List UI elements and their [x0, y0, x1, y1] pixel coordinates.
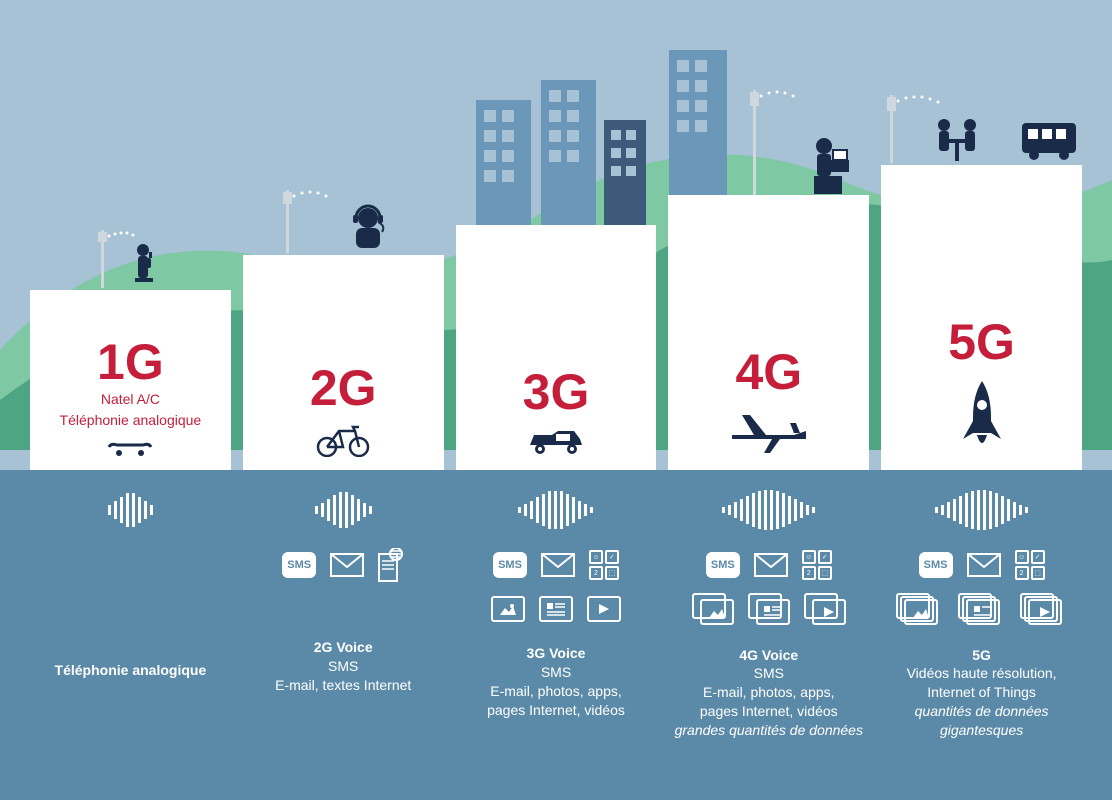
apps-icon: ☺✓2⬚ [1015, 550, 1045, 580]
col-1g: 1G Natel A/C Téléphonie analogique Télép… [30, 0, 231, 800]
col-4g: 4G SMS ☺✓2⬚ 4G Voice SMS E [668, 0, 869, 800]
col-2g: 2G SMS 2G Voice SMS E-mail, textes Inter… [243, 0, 444, 800]
gen-sub2-1g: Téléphonie analogique [60, 412, 202, 429]
gen-sub1-1g: Natel A/C [101, 391, 160, 408]
icons-4g-row1: SMS ☺✓2⬚ [706, 548, 832, 582]
stack-video-icon [804, 593, 846, 625]
sms-icon: SMS [282, 552, 316, 578]
generation-columns: 1G Natel A/C Téléphonie analogique Télép… [30, 0, 1082, 800]
gen-label-4g: 4G [735, 347, 802, 397]
gen-label-1g: 1G [97, 337, 164, 387]
icons-5g-row1: SMS ☺✓2⬚ [919, 548, 1045, 582]
below-2g: SMS 2G Voice SMS E-mail, textes Internet [243, 480, 444, 800]
below-5g: SMS ☺✓2⬚ 5G Vidéos haute résolution, Int… [881, 480, 1082, 800]
bar-1g: 1G Natel A/C Téléphonie analogique [30, 290, 231, 470]
bar-3g: 3G [456, 225, 657, 470]
stack3-video-icon [1020, 593, 1068, 625]
below-3g: SMS ☺✓2⬚ 3G Voice SMS E-mail, photos, ap… [456, 480, 657, 800]
scene-2g [243, 190, 444, 255]
vehicle-plane [724, 407, 814, 462]
scene-5g [881, 95, 1082, 165]
stack3-page-icon [958, 593, 1006, 625]
mail-icon [967, 553, 1001, 577]
icons-5g-row2 [896, 592, 1068, 626]
wave-3g [518, 490, 593, 530]
icons-3g-row1: SMS ☺✓2⬚ [493, 548, 619, 582]
icons-4g-row2 [692, 592, 846, 626]
mail-icon [330, 553, 364, 577]
vehicle-bike [315, 423, 371, 462]
icons-3g-row2 [491, 592, 621, 626]
sms-icon: SMS [493, 552, 527, 578]
scene-4g [668, 50, 869, 195]
bar-4g: 4G [668, 195, 869, 470]
sms-icon: SMS [919, 552, 953, 578]
col-3g: 3G SMS ☺✓2⬚ 3G Voice SMS E [456, 0, 657, 800]
mail-icon [754, 553, 788, 577]
device-icon [378, 548, 404, 582]
apps-icon: ☺✓2⬚ [802, 550, 832, 580]
wave-2g [315, 490, 372, 530]
col-5g: 5G SMS ☺✓2⬚ 5G Vidéos haute résolu [881, 0, 1082, 800]
desc-4g: 4G Voice SMS E-mail, photos, apps, pages… [669, 646, 869, 740]
desc-3g: 3G Voice SMS E-mail, photos, apps, pages… [481, 644, 631, 720]
gen-label-3g: 3G [523, 367, 590, 417]
video-icon [587, 596, 621, 622]
wave-4g [722, 490, 815, 530]
mail-icon [541, 553, 575, 577]
page-icon [539, 596, 573, 622]
desc-2g: 2G Voice SMS E-mail, textes Internet [269, 638, 417, 695]
bar-2g: 2G [243, 255, 444, 470]
sms-icon: SMS [706, 552, 740, 578]
gen-label-2g: 2G [310, 363, 377, 413]
stack-photo-icon [692, 593, 734, 625]
scene-3g [456, 70, 657, 225]
icons-2g: SMS [282, 548, 404, 582]
apps-icon: ☺✓2⬚ [589, 550, 619, 580]
stack-page-icon [748, 593, 790, 625]
vehicle-skateboard [105, 439, 155, 462]
vehicle-car [524, 427, 588, 462]
wave-5g [935, 490, 1028, 530]
below-4g: SMS ☺✓2⬚ 4G Voice SMS E-mail, photos, ap… [668, 480, 869, 800]
vehicle-rocket [957, 377, 1007, 462]
stack3-photo-icon [896, 593, 944, 625]
wave-1g [108, 490, 153, 530]
bar-5g: 5G [881, 165, 1082, 470]
gen-label-5g: 5G [948, 317, 1015, 367]
photo-icon [491, 596, 525, 622]
desc-5g: 5G Vidéos haute résolution, Internet of … [881, 646, 1082, 740]
below-1g: Téléphonie analogique [30, 480, 231, 800]
scene-1g [30, 230, 231, 290]
desc-1g: Téléphonie analogique [49, 661, 213, 680]
